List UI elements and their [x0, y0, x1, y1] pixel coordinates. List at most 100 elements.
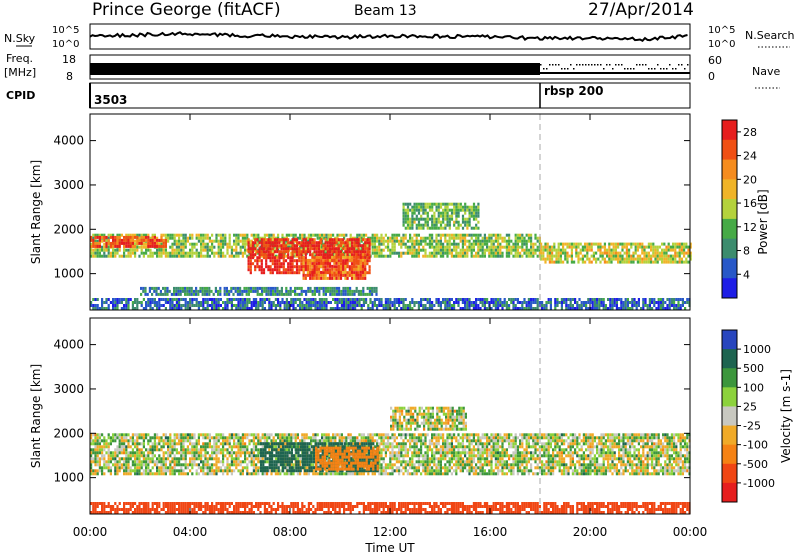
data-bin	[428, 236, 431, 240]
data-bin	[171, 448, 174, 452]
data-bin	[254, 247, 257, 251]
data-bin	[680, 260, 683, 264]
data-bin	[173, 442, 176, 446]
data-bin	[235, 307, 238, 310]
data-bin	[160, 238, 163, 242]
data-bin	[90, 304, 93, 307]
data-bin	[217, 469, 220, 473]
data-bin	[313, 238, 316, 242]
data-bin	[202, 239, 205, 243]
data-bin	[406, 304, 409, 307]
data-bin	[662, 304, 665, 307]
data-bin	[426, 236, 429, 240]
data-bin	[282, 253, 285, 257]
data-bin	[461, 248, 464, 252]
data-bin	[92, 457, 95, 461]
data-bin	[368, 292, 371, 296]
data-bin	[263, 307, 266, 310]
data-bin	[575, 254, 578, 258]
data-bin	[311, 241, 314, 245]
data-bin	[279, 445, 282, 449]
data-bin	[241, 254, 244, 258]
data-bin	[428, 242, 431, 246]
data-bin	[457, 242, 460, 246]
data-bin	[359, 264, 362, 268]
data-bin	[346, 247, 349, 251]
data-bin	[664, 301, 667, 304]
data-bin	[202, 298, 205, 301]
data-bin	[548, 257, 551, 261]
data-bin	[525, 251, 528, 255]
data-bin	[422, 205, 425, 209]
data-bin	[160, 445, 163, 449]
data-bin	[257, 454, 260, 458]
data-bin	[261, 301, 264, 304]
data-bin	[488, 239, 491, 243]
data-bin	[357, 238, 360, 242]
data-bin	[439, 304, 442, 307]
data-bin	[288, 301, 291, 304]
data-bin	[202, 248, 205, 252]
data-bin	[501, 304, 504, 307]
data-bin	[136, 304, 139, 307]
data-bin	[265, 241, 268, 245]
data-bin	[371, 286, 374, 290]
data-bin	[612, 257, 615, 261]
data-bin	[213, 301, 216, 304]
freq-dot	[594, 64, 596, 66]
data-bin	[475, 214, 478, 218]
data-bin	[237, 254, 240, 258]
data-bin	[295, 250, 299, 254]
data-bin	[299, 236, 302, 240]
data-bin	[197, 451, 200, 455]
data-bin	[215, 463, 218, 467]
data-bin	[444, 307, 447, 310]
data-bin	[202, 454, 205, 458]
data-bin	[499, 242, 502, 246]
data-bin	[282, 268, 285, 272]
data-bin	[280, 244, 283, 248]
data-bin	[659, 307, 662, 310]
data-bin	[129, 233, 132, 237]
data-bin	[262, 247, 266, 251]
data-bin	[424, 242, 427, 246]
data-bin	[235, 442, 238, 446]
data-bin	[324, 265, 327, 269]
data-bin	[450, 298, 453, 301]
data-bin	[387, 242, 390, 246]
data-bin	[417, 301, 420, 304]
data-bin	[505, 304, 508, 307]
data-bin	[186, 301, 189, 304]
data-bin	[239, 436, 242, 440]
data-bin	[250, 289, 253, 293]
data-bin	[129, 251, 132, 255]
data-bin	[293, 259, 296, 263]
data-bin	[267, 244, 270, 248]
data-bin	[234, 289, 237, 293]
data-bin	[417, 223, 421, 227]
data-bin	[208, 254, 211, 258]
data-bin	[632, 251, 635, 255]
data-bin	[278, 262, 281, 266]
data-bin	[424, 211, 427, 215]
data-bin	[206, 286, 209, 290]
data-bin	[247, 238, 250, 242]
data-bin	[239, 454, 242, 458]
data-bin	[477, 226, 480, 230]
data-bin	[630, 257, 633, 261]
data-bin	[338, 292, 341, 296]
data-bin	[669, 248, 672, 252]
data-bin	[356, 304, 359, 307]
data-bin	[167, 436, 170, 440]
data-bin	[364, 247, 367, 251]
data-bin	[588, 257, 591, 261]
data-bin	[191, 451, 194, 455]
data-bin	[309, 289, 312, 293]
data-bin	[92, 439, 95, 443]
data-bin	[151, 445, 154, 449]
data-bin	[568, 242, 571, 246]
data-bin	[239, 286, 242, 290]
data-bin	[532, 307, 535, 310]
data-bin	[586, 248, 589, 252]
data-bin	[366, 250, 369, 254]
